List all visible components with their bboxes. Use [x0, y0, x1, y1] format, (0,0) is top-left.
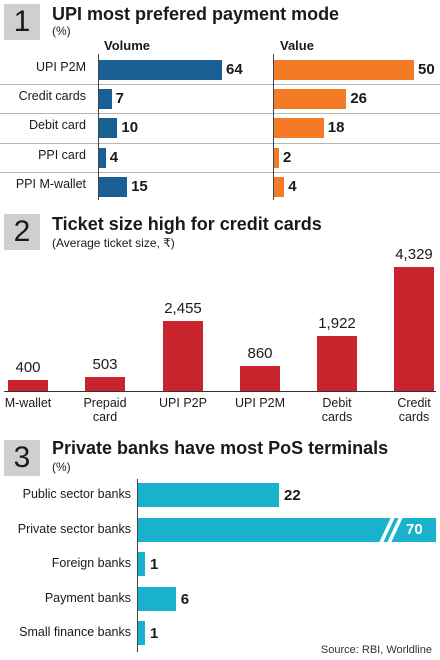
ticket-size-value-label: 503	[92, 355, 118, 373]
volume-axis	[98, 54, 99, 200]
section-3-number: 3	[4, 440, 40, 476]
value-bar	[273, 176, 285, 197]
pos-axis	[137, 479, 138, 652]
category-label: Debit cards	[321, 396, 353, 424]
value-value-label: 50	[418, 61, 435, 78]
volume-bar	[98, 60, 222, 80]
category-label: Prepaid card	[83, 396, 127, 424]
ticket-size-bar	[394, 267, 434, 391]
ticket-size-bar	[317, 335, 357, 391]
value-value-label: 26	[350, 90, 367, 108]
ticket-size-value-label: 4,329	[395, 246, 433, 263]
pos-terminal-bar	[137, 517, 436, 542]
row-divider	[0, 113, 440, 115]
section-1-subtitle: (%)	[52, 24, 71, 38]
pos-terminal-bar	[137, 552, 145, 576]
source-note: Source: RBI, Worldline	[320, 644, 432, 656]
pos-terminal-value-label: 70	[406, 520, 423, 538]
volume-bar	[98, 176, 128, 197]
value-value-label: 2	[283, 148, 292, 166]
category-label: Small finance banks	[19, 625, 131, 639]
section-3-subtitle: (%)	[52, 460, 71, 474]
volume-value-label: 4	[109, 148, 119, 166]
pos-terminal-value-label: 1	[150, 556, 159, 573]
value-bar	[273, 89, 347, 110]
category-label: PPI card	[38, 147, 86, 162]
pos-terminal-bar	[137, 586, 176, 611]
category-label: UPI P2M	[234, 396, 285, 410]
ticket-size-value-label: 1,922	[318, 314, 356, 332]
pos-terminal-bar	[137, 621, 145, 645]
ticket-size-value-label: 400	[15, 358, 41, 376]
volume-value-label: 10	[121, 119, 139, 137]
ticket-size-value-label: 2,455	[164, 299, 202, 317]
category-label: UPI P2M	[35, 60, 86, 74]
category-label: M-wallet	[4, 396, 52, 410]
section-1-title: UPI most prefered payment mode	[52, 4, 340, 24]
ticket-size-bar	[163, 320, 203, 391]
section-2-number: 2	[4, 214, 40, 250]
row-divider	[0, 142, 440, 144]
pos-terminal-value-label: 22	[284, 487, 301, 504]
category-label: PPI M-wallet	[15, 176, 86, 191]
section-2-subtitle: (Average ticket size, ₹)	[52, 236, 175, 250]
ticket-size-value-label: 860	[247, 345, 273, 363]
volume-bar	[98, 118, 118, 139]
value-column-header: Value	[280, 38, 314, 53]
volume-value-label: 7	[115, 90, 124, 108]
volume-column-header: Volume	[104, 38, 150, 53]
value-bar	[273, 147, 279, 168]
category-label: Foreign banks	[51, 556, 131, 570]
value-axis	[273, 54, 274, 200]
category-label: Debit card	[29, 118, 86, 133]
value-value-label: 18	[327, 119, 345, 137]
row-divider	[0, 84, 440, 86]
section-1-number: 1	[4, 4, 40, 40]
section-3-title: Private banks have most PoS terminals	[52, 438, 389, 458]
pos-terminal-bar	[137, 483, 279, 507]
value-value-label: 4	[288, 177, 297, 195]
value-bar	[273, 118, 324, 139]
category-label: Payment banks	[44, 590, 131, 605]
volume-bar	[98, 147, 106, 168]
volume-bar	[98, 89, 112, 110]
category-label: Private sector banks	[17, 521, 131, 536]
ticket-size-bar	[8, 379, 48, 391]
category-label: Public sector banks	[22, 487, 131, 501]
category-label: Credit cards	[397, 396, 431, 424]
ticket-size-bar	[240, 366, 280, 391]
volume-value-label: 15	[131, 177, 148, 195]
baseline	[4, 391, 436, 392]
section-2-title: Ticket size high for credit cards	[52, 214, 322, 234]
pos-terminal-value-label: 1	[150, 625, 159, 642]
volume-value-label: 64	[226, 61, 243, 78]
category-label: UPI P2P	[159, 396, 207, 410]
pos-terminal-value-label: 6	[180, 590, 190, 608]
value-bar	[273, 60, 414, 80]
row-divider	[0, 171, 440, 173]
category-label: Credit cards	[18, 89, 86, 104]
ticket-size-bar	[85, 376, 125, 391]
